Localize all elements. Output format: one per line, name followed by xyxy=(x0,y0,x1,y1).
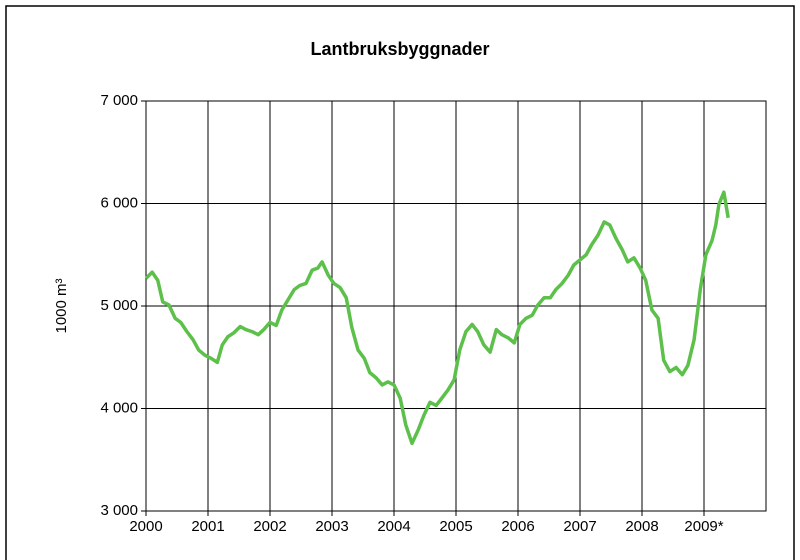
y-tick-label: 4 000 xyxy=(100,399,138,416)
chart-title: Lantbruksbyggnader xyxy=(310,39,489,59)
x-tick-label: 2002 xyxy=(253,518,286,535)
y-tick-label: 6 000 xyxy=(100,194,138,211)
x-tick-label: 2008 xyxy=(625,518,658,535)
x-tick-label: 2006 xyxy=(501,518,534,535)
y-axis-label: 1000 m³ xyxy=(53,278,70,333)
x-tick-label: 2004 xyxy=(377,518,410,535)
y-tick-label: 5 000 xyxy=(100,297,138,314)
y-tick-label: 3 000 xyxy=(100,502,138,519)
x-tick-label: 2003 xyxy=(315,518,348,535)
x-tick-label: 2000 xyxy=(129,518,162,535)
data-line xyxy=(144,190,730,446)
x-tick-label: 2007 xyxy=(563,518,596,535)
x-tick-label: 2009* xyxy=(684,518,723,535)
y-tick-label: 7 000 xyxy=(100,92,138,109)
x-tick-label: 2001 xyxy=(191,518,224,535)
x-tick-label: 2005 xyxy=(439,518,472,535)
